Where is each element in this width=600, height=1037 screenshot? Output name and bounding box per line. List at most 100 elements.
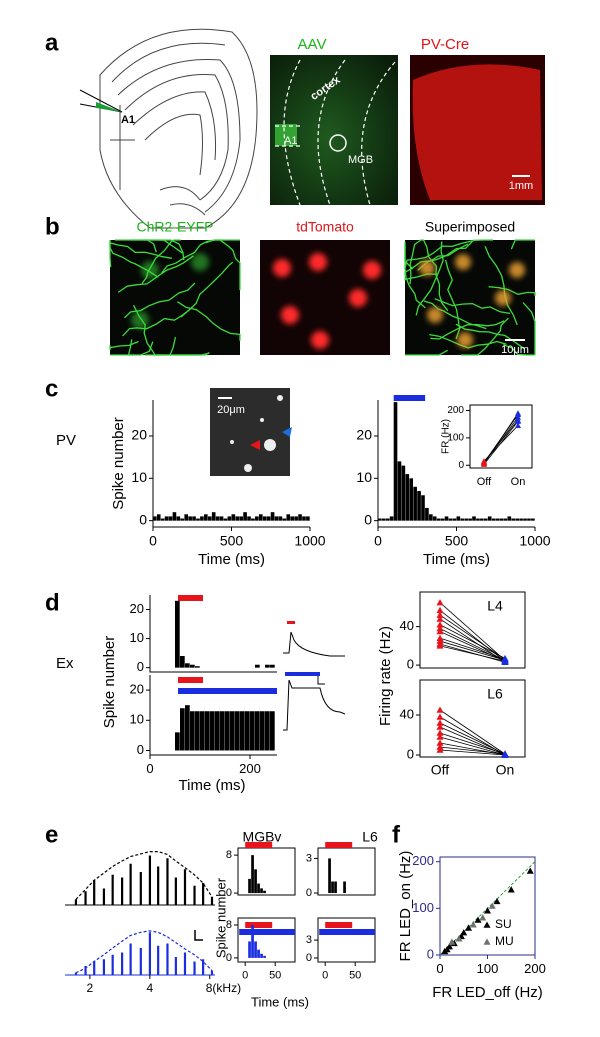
bar [202, 959, 205, 975]
x-tick-label: 0 [322, 969, 328, 981]
x-tick-label: 500 [220, 533, 244, 549]
bar [111, 954, 114, 975]
column-title: MGBv [243, 829, 282, 845]
cell [509, 262, 525, 278]
micrograph [210, 388, 290, 476]
bar [251, 518, 255, 521]
bar [263, 890, 266, 894]
bar [185, 663, 190, 668]
bar [93, 961, 96, 975]
bar [157, 866, 160, 905]
bar [195, 711, 200, 751]
bar [84, 966, 87, 975]
bar [343, 881, 346, 894]
bar [270, 512, 275, 521]
y-tick-label: 20 [356, 427, 372, 443]
fiber [423, 239, 449, 312]
bar [245, 711, 250, 751]
bar [183, 869, 187, 905]
bar [207, 516, 212, 521]
bar [257, 883, 260, 894]
bar [172, 512, 177, 521]
bar [262, 516, 267, 521]
bar [180, 518, 185, 521]
bar [227, 516, 232, 521]
marker [515, 411, 521, 417]
point [443, 945, 451, 953]
marker [436, 615, 444, 622]
point [493, 897, 501, 905]
cell [131, 311, 149, 329]
y-tick-label: 200 [412, 853, 434, 868]
point [469, 921, 477, 928]
series-line [439, 722, 506, 755]
y-tick-label: 0 [226, 952, 232, 964]
stimulus-bar [325, 922, 353, 928]
bar [195, 666, 200, 668]
marker [436, 746, 444, 753]
x-axis-label: Time (ms) [198, 551, 265, 568]
bar [302, 516, 306, 521]
y-tick-label: 20 [130, 682, 144, 697]
bar [460, 518, 465, 521]
micrograph-detail [109, 239, 536, 356]
stimulus-bar [178, 595, 203, 601]
plot-frame [237, 847, 296, 896]
bar [247, 516, 251, 521]
y-tick-label: 100 [412, 900, 434, 915]
x-tick-label: 50 [349, 969, 361, 981]
y-tick-label: 0 [139, 511, 147, 527]
bar [248, 941, 251, 958]
image-label: A1 [284, 135, 297, 147]
bar [210, 711, 215, 751]
bar [248, 878, 251, 894]
bar [190, 664, 195, 668]
bar [204, 514, 208, 521]
bar [121, 877, 124, 905]
bar [389, 516, 394, 521]
bar [401, 465, 406, 521]
y-axis-label: FR (Hz) [441, 419, 452, 454]
bar [235, 516, 240, 521]
stimulus-bar [245, 922, 273, 928]
bar [464, 518, 468, 521]
fiber [109, 241, 172, 259]
bar [235, 711, 240, 751]
y-axis-label: Firing rate (Hz) [377, 626, 394, 726]
bar [156, 514, 161, 521]
x-tick-label: 0 [436, 961, 443, 976]
cell-spots [230, 395, 283, 472]
micrograph [110, 240, 240, 355]
bar [215, 711, 220, 751]
bar [121, 952, 124, 975]
bar [157, 945, 160, 975]
fiber [404, 241, 414, 270]
bar [331, 881, 334, 894]
x-tick-label: 1000 [294, 533, 325, 549]
series-line [439, 631, 506, 662]
bar [220, 711, 225, 751]
plot-frame [419, 679, 526, 758]
point [460, 929, 468, 936]
bar [164, 516, 169, 521]
cell [273, 259, 291, 277]
bar [200, 711, 205, 751]
bar [417, 491, 421, 521]
cell [495, 290, 511, 306]
y-tick-label: 40 [400, 618, 414, 633]
bar [153, 516, 157, 521]
bar [243, 512, 247, 521]
bar [409, 478, 414, 521]
bar [444, 516, 449, 521]
bar [192, 516, 196, 521]
envelope [75, 851, 213, 900]
bar [102, 888, 106, 905]
bar [270, 664, 275, 668]
y-tick-label: 10 [130, 712, 144, 727]
plot-frame [237, 917, 296, 963]
panel-label: a [45, 29, 59, 56]
bar [148, 855, 152, 905]
bar [452, 518, 457, 521]
marker [481, 459, 487, 465]
y-tick-label: 3 [306, 934, 312, 946]
